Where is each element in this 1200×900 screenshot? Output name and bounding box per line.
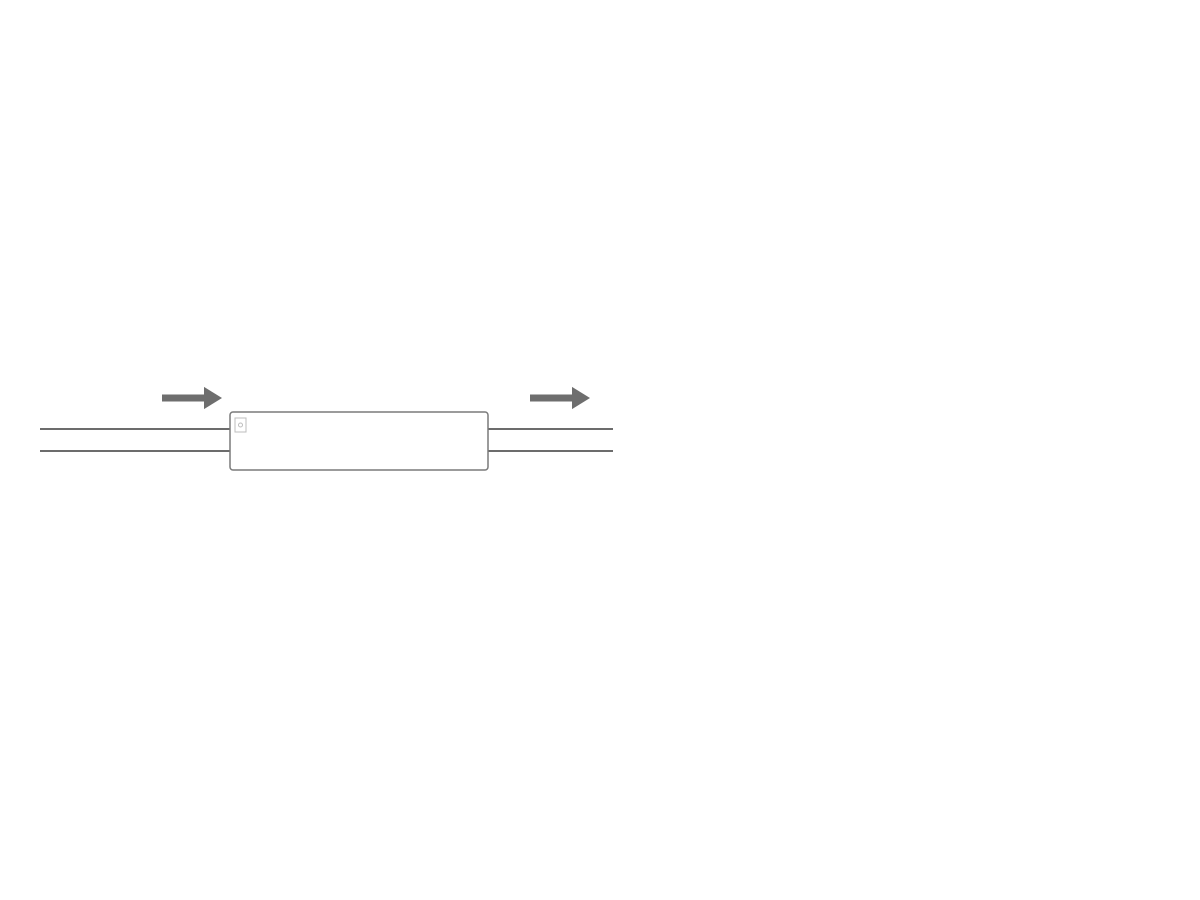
output-arrow-icon — [530, 395, 572, 402]
input-arrow-icon — [162, 395, 204, 402]
controller-module — [230, 412, 488, 470]
